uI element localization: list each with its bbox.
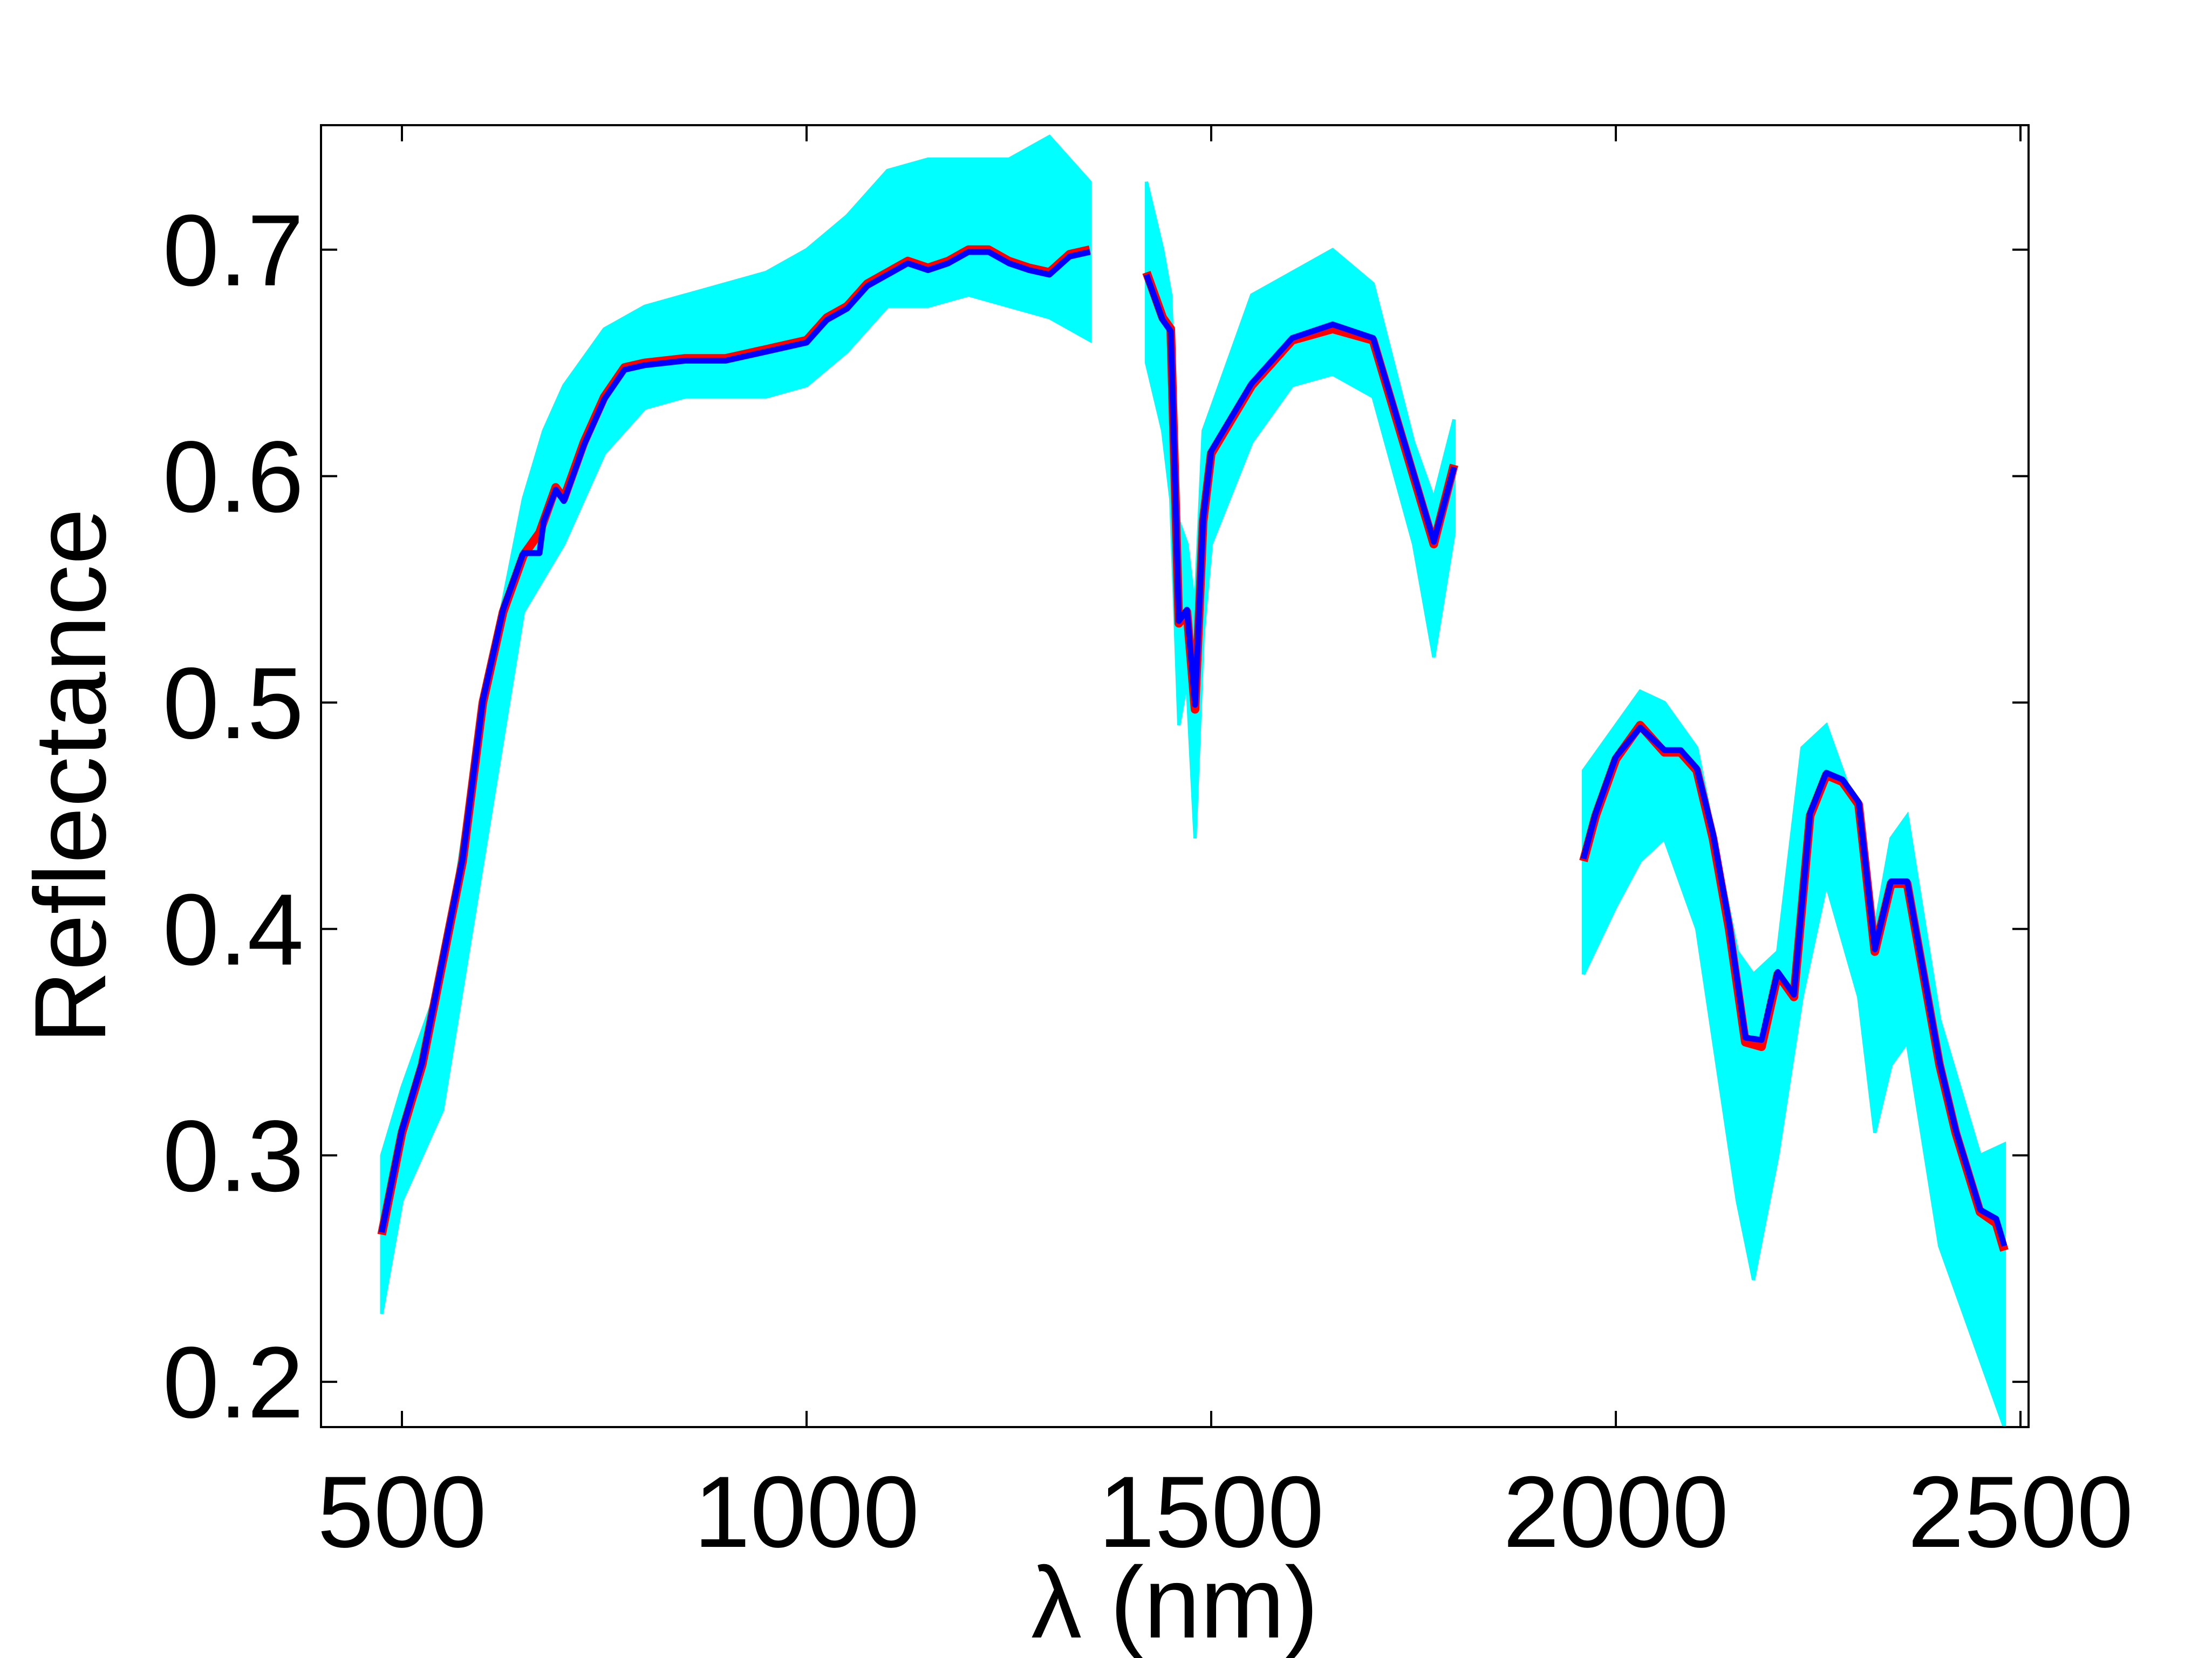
x-tick-label: 500 <box>317 1455 487 1568</box>
y-tick-label: 0.4 <box>163 873 304 986</box>
y-tick-label: 0.5 <box>163 646 304 760</box>
mean-spectrum-segment-1 <box>379 249 1091 1233</box>
y-tick-label: 0.7 <box>163 194 304 307</box>
x-tick-label: 2000 <box>1503 1455 1729 1568</box>
y-axis: 0.2 0.3 0.4 0.5 0.6 0.7 <box>163 194 2029 1439</box>
y-tick-label: 0.6 <box>163 420 304 533</box>
x-tick-label: 1000 <box>694 1455 919 1568</box>
x-axis: 500 1000 1500 2000 2500 <box>317 125 2133 1568</box>
y-tick-label: 0.2 <box>163 1326 304 1439</box>
y-axis-title: Reflectance <box>13 508 127 1044</box>
plot-content <box>377 134 2009 1428</box>
x-tick-label: 2500 <box>1908 1455 2133 1568</box>
mean-spectrum-segment-3 <box>1580 724 2008 1247</box>
x-axis-title: λ (nm) <box>1031 1546 1319 1658</box>
y-tick-label: 0.3 <box>163 1099 304 1212</box>
axes-box <box>320 124 2030 1428</box>
spectra-band-segment-1 <box>380 134 1091 1314</box>
x-tick-label: 1500 <box>1098 1455 1324 1568</box>
mean-spectrum-segment-2 <box>1143 274 1457 708</box>
